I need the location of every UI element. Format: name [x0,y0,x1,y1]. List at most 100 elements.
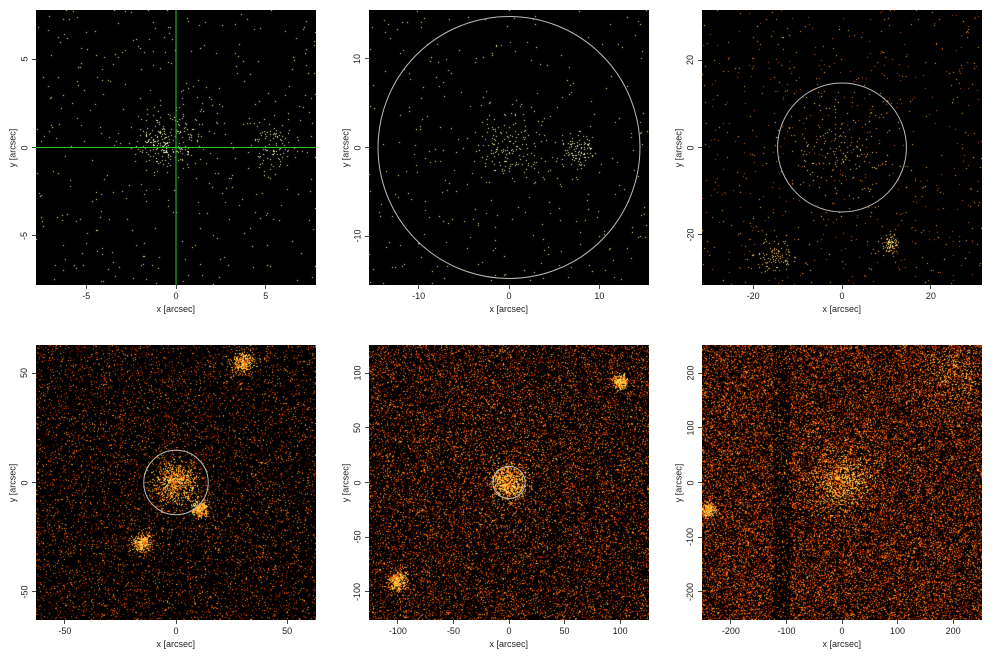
x-tick [265,285,267,289]
x-tick-label: 20 [925,291,936,301]
x-tick-label: -50 [58,626,72,636]
overlay-3 [777,82,907,213]
y-tick-label: -10 [352,229,363,243]
x-tick-label: -200 [721,626,740,636]
x-tick [897,620,899,624]
y-axis-label: y [arcsec] [6,128,17,167]
y-axis-label: y [arcsec] [339,128,350,167]
aperture-circle [377,16,641,279]
y-tick [698,372,702,374]
overlay-4 [143,449,209,516]
y-tick [698,536,702,538]
x-tick [85,285,87,289]
overlay-5 [492,465,526,500]
y-tick [32,147,36,148]
sky-image-1 [36,10,316,285]
y-tick-label: -50 [19,585,30,599]
photon-map-5 [369,345,649,620]
x-tick-label: 0 [839,291,845,301]
y-tick-label: 0 [685,479,696,486]
x-tick-label: -5 [82,291,91,301]
x-tick-label: 10 [594,291,605,301]
y-tick [698,427,702,429]
x-axis-label: x [arcsec] [489,304,529,314]
x-tick-label: -20 [746,291,760,301]
x-tick [952,620,954,624]
y-tick-label: 0 [352,479,363,486]
x-axis-label: x [arcsec] [156,304,196,314]
x-axis-label: x [arcsec] [489,639,529,649]
y-axis-label: y [arcsec] [6,463,17,502]
photon-map-6 [702,345,982,620]
x-tick [564,620,566,624]
y-tick-label: 20 [685,55,696,66]
x-tick-label: 100 [612,626,628,636]
y-tick-label: -200 [685,582,696,601]
x-tick [397,620,399,624]
y-tick-label: -100 [685,528,696,547]
x-tick [785,620,787,624]
y-tick-label: 0 [352,144,363,151]
y-tick-label: -50 [352,530,363,544]
x-tick [752,285,754,289]
x-tick-label: 200 [945,626,961,636]
x-tick-label: -100 [388,626,407,636]
x-tick [841,285,843,289]
y-tick-label: -5 [19,231,30,240]
y-tick-label: 0 [685,144,696,151]
y-tick [32,591,36,593]
x-tick [64,620,66,624]
x-tick [930,285,932,289]
y-tick [698,482,702,483]
overlay-1 [36,10,316,285]
x-tick-label: 0 [839,626,845,636]
y-tick-label: 0 [19,144,30,151]
x-tick-label: 100 [890,626,906,636]
y-tick [32,372,36,374]
y-tick-label: 50 [352,422,363,433]
y-tick [365,235,369,237]
x-tick-label: 0 [506,291,512,301]
photon-map-4 [36,345,316,620]
sky-image-5 [369,345,649,620]
x-tick-label: 0 [506,626,512,636]
sky-image-2 [369,10,649,285]
y-tick [365,58,369,60]
x-tick [598,285,600,289]
y-tick-label: 10 [352,53,363,64]
x-tick-label: -10 [412,291,426,301]
y-tick [698,59,702,61]
x-tick [619,620,621,624]
x-tick [841,620,843,624]
x-tick [730,620,732,624]
sky-image-3 [702,10,982,285]
x-tick-label: -100 [777,626,796,636]
overlay-2 [377,16,641,279]
x-tick-label: 50 [559,626,570,636]
x-tick-label: 0 [173,626,179,636]
y-tick-label: -100 [352,582,363,601]
x-axis-label: x [arcsec] [822,304,862,314]
y-tick-label: 200 [685,365,696,381]
x-tick [175,620,177,624]
x-tick [175,285,177,289]
x-tick-label: 5 [263,291,269,301]
y-tick [365,147,369,148]
y-tick [365,427,369,429]
y-tick-label: 0 [19,479,30,486]
y-tick [698,234,702,236]
sky-image-6 [702,345,982,620]
aperture-circle [777,82,907,213]
x-tick [508,620,510,624]
overlay-6 [702,345,982,620]
y-axis-label: y [arcsec] [339,463,350,502]
x-tick-label: -50 [446,626,460,636]
x-tick-label: 50 [282,626,293,636]
y-tick-label: -20 [685,228,696,242]
y-tick [32,58,36,60]
y-tick [365,591,369,593]
x-axis-label: x [arcsec] [156,639,196,649]
y-tick [365,482,369,483]
aperture-circle [143,449,209,516]
y-tick [32,482,36,483]
